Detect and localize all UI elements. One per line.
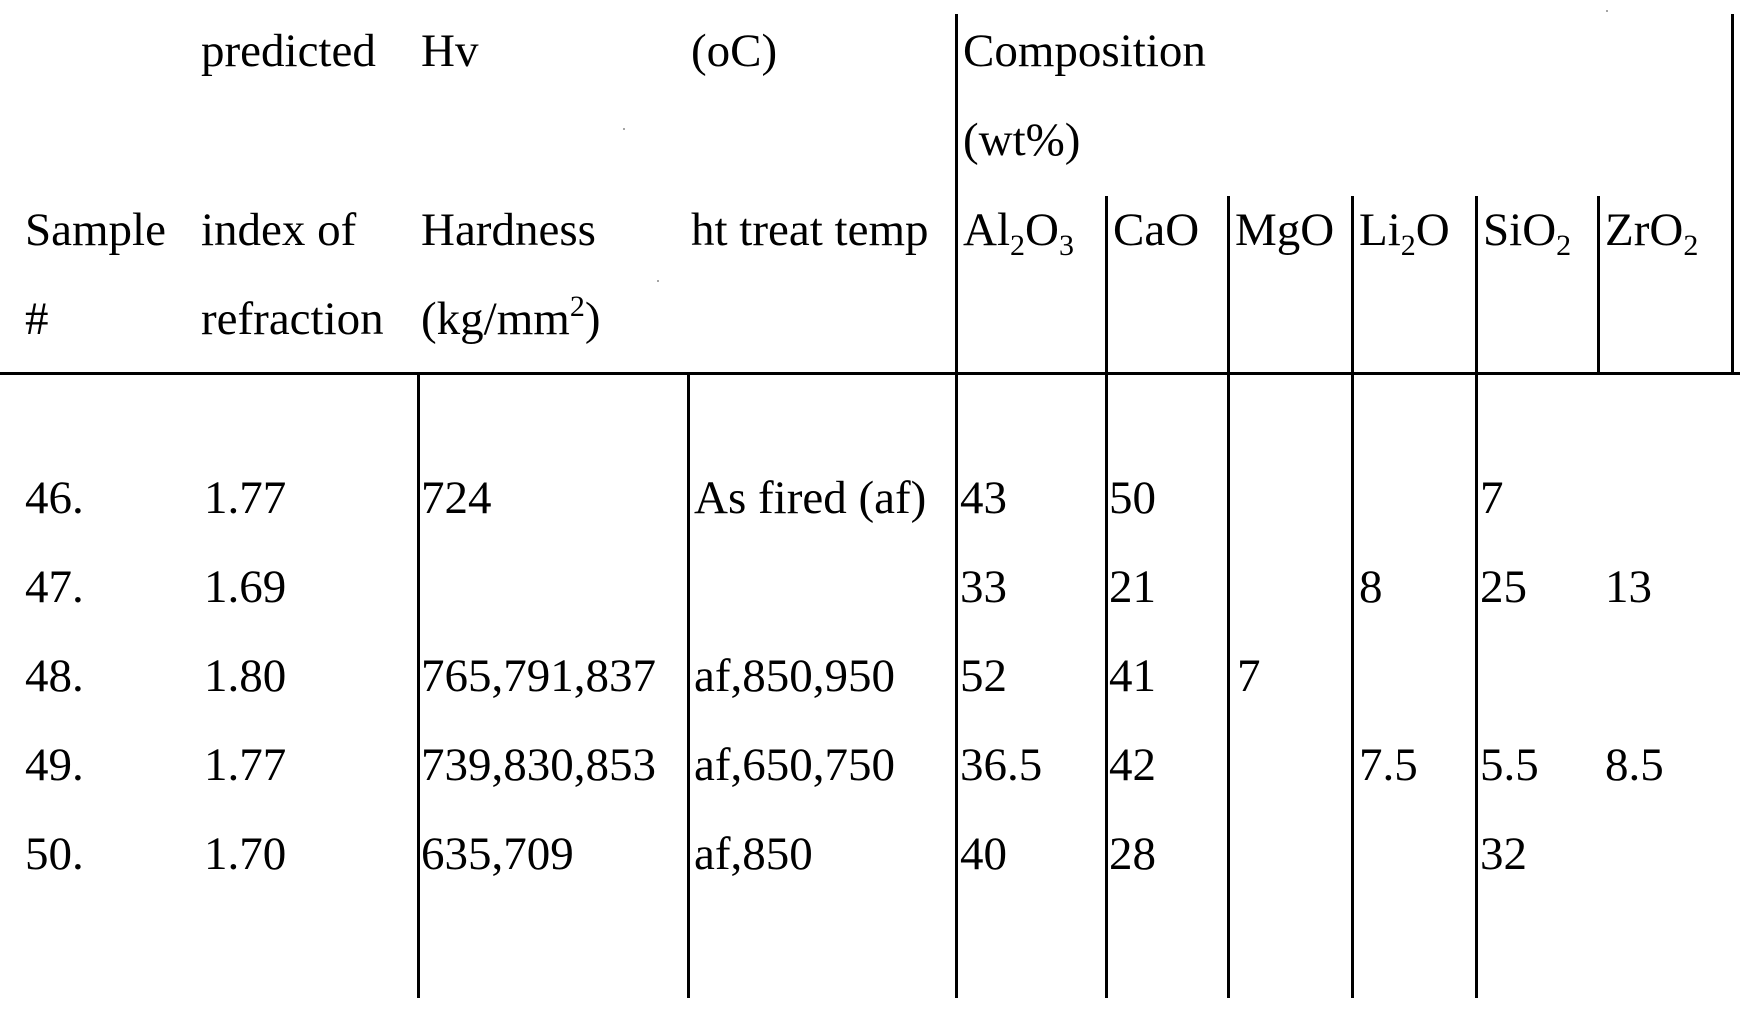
divider-mgo-header bbox=[1227, 196, 1230, 374]
divider-sio2 bbox=[1475, 374, 1478, 998]
header-refraction: refraction bbox=[201, 293, 384, 345]
cell-al2o3: 40 bbox=[960, 828, 1007, 880]
divider-sio2-header bbox=[1475, 196, 1478, 374]
cell-sample: 50. bbox=[25, 828, 84, 880]
header-sample: Sample bbox=[25, 204, 166, 256]
cell-cao: 42 bbox=[1109, 739, 1156, 791]
cell-al2o3: 52 bbox=[960, 650, 1007, 702]
cell-mgo: 7 bbox=[1237, 650, 1261, 702]
cell-sio2: 25 bbox=[1480, 561, 1527, 613]
divider-cao bbox=[1105, 374, 1108, 998]
cell-index: 1.70 bbox=[204, 828, 287, 880]
header-hardness: Hardness bbox=[421, 204, 596, 256]
cell-al2o3: 43 bbox=[960, 472, 1007, 524]
cell-index: 1.80 bbox=[204, 650, 287, 702]
divider-right-edge bbox=[1731, 14, 1734, 374]
divider-cao-header bbox=[1105, 196, 1108, 374]
cell-sample: 49. bbox=[25, 739, 84, 791]
cell-cao: 28 bbox=[1109, 828, 1156, 880]
cell-sample: 46. bbox=[25, 472, 84, 524]
scan-speck bbox=[1606, 10, 1608, 12]
divider-temp bbox=[687, 374, 690, 998]
header-rule bbox=[0, 372, 1740, 375]
cell-temp: As fired (af) bbox=[694, 472, 927, 524]
divider-hardness bbox=[417, 374, 420, 998]
cell-al2o3: 33 bbox=[960, 561, 1007, 613]
cell-index: 1.77 bbox=[204, 472, 287, 524]
cell-cao: 21 bbox=[1109, 561, 1156, 613]
header-mgo: MgO bbox=[1235, 204, 1335, 256]
cell-sample: 48. bbox=[25, 650, 84, 702]
header-index-of: index of bbox=[201, 204, 357, 256]
header-wt-percent: (wt%) bbox=[963, 114, 1081, 166]
cell-sio2: 32 bbox=[1480, 828, 1527, 880]
cell-sio2: 5.5 bbox=[1480, 739, 1539, 791]
cell-sample: 47. bbox=[25, 561, 84, 613]
header-predicted: predicted bbox=[201, 25, 376, 77]
divider-mgo bbox=[1227, 374, 1230, 998]
header-hv: Hv bbox=[421, 25, 479, 77]
divider-li2o bbox=[1351, 374, 1354, 998]
divider-composition bbox=[955, 14, 958, 998]
cell-al2o3: 36.5 bbox=[960, 739, 1043, 791]
cell-hardness: 739,830,853 bbox=[421, 739, 656, 791]
scan-speck bbox=[623, 128, 625, 130]
cell-hardness: 724 bbox=[421, 472, 492, 524]
header-composition: Composition bbox=[963, 25, 1206, 77]
header-cao: CaO bbox=[1113, 204, 1200, 256]
cell-li2o: 7.5 bbox=[1359, 739, 1418, 791]
cell-hardness: 635,709 bbox=[421, 828, 574, 880]
header-zro2: ZrO2 bbox=[1605, 204, 1699, 262]
cell-cao: 50 bbox=[1109, 472, 1156, 524]
cell-hardness: 765,791,837 bbox=[421, 650, 656, 702]
header-li2o: Li2O bbox=[1359, 204, 1450, 262]
header-al2o3: Al2O3 bbox=[963, 204, 1074, 262]
divider-zro2-header bbox=[1597, 196, 1600, 374]
cell-cao: 41 bbox=[1109, 650, 1156, 702]
cell-temp: af,850,950 bbox=[694, 650, 896, 702]
cell-zro2: 8.5 bbox=[1605, 739, 1664, 791]
scan-speck bbox=[657, 280, 659, 282]
header-kg-mm2: (kg/mm2) bbox=[421, 290, 601, 345]
cell-index: 1.77 bbox=[204, 739, 287, 791]
header-oc: (oC) bbox=[691, 25, 778, 77]
cell-temp: af,650,750 bbox=[694, 739, 896, 791]
header-ht-treat-temp: ht treat temp bbox=[691, 204, 929, 256]
divider-li2o-header bbox=[1351, 196, 1354, 374]
cell-index: 1.69 bbox=[204, 561, 287, 613]
cell-sio2: 7 bbox=[1480, 472, 1504, 524]
header-hash: # bbox=[25, 293, 49, 345]
cell-zro2: 13 bbox=[1605, 561, 1652, 613]
header-sio2: SiO2 bbox=[1483, 204, 1572, 262]
cell-temp: af,850 bbox=[694, 828, 813, 880]
cell-li2o: 8 bbox=[1359, 561, 1383, 613]
